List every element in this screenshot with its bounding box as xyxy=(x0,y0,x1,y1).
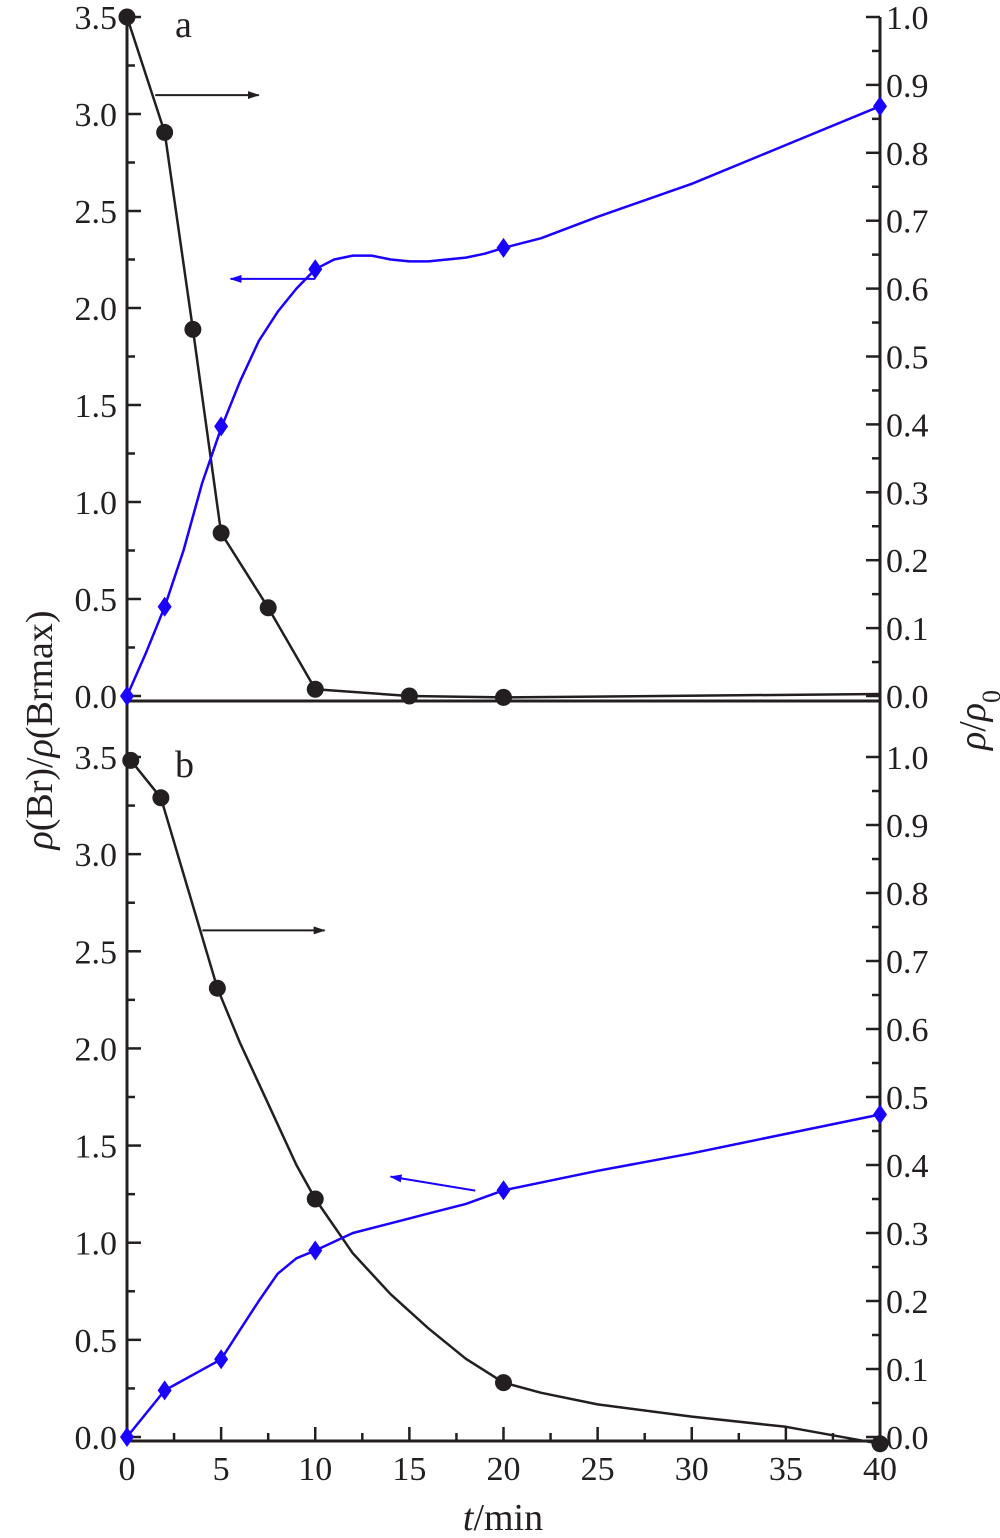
right-y-tick-label: 0.6 xyxy=(886,272,929,309)
series-line-circle xyxy=(129,759,881,1446)
data-point-diamond xyxy=(496,237,511,258)
x-tick-label: 35 xyxy=(769,1451,803,1488)
data-point-circle xyxy=(122,751,140,769)
x-axis-title: t/min xyxy=(463,1497,543,1538)
data-point-circle xyxy=(871,1435,889,1453)
left-y-tick-label: 2.0 xyxy=(75,1031,118,1068)
right-y-tick-label: 0.7 xyxy=(886,944,929,981)
left-y-tick-label: 3.0 xyxy=(75,97,118,134)
right-ylabel-rho: ρ xyxy=(952,732,994,751)
data-point-diamond xyxy=(157,596,172,617)
right-y-tick-label: 0.8 xyxy=(886,136,929,173)
series-line-diamond xyxy=(125,105,881,697)
series-line-circle xyxy=(125,16,881,699)
left-y-tick-label: 1.0 xyxy=(75,1226,118,1263)
left-y-tick-label: 3.5 xyxy=(75,740,118,777)
data-point-circle xyxy=(259,599,277,617)
left-y-tick-label: 0.5 xyxy=(75,1323,118,1360)
data-point-diamond xyxy=(157,1380,172,1401)
xlabel-t: t xyxy=(463,1497,475,1538)
panels: 0.0 0.5 1.0 1.5 2.0 2.5 3.0 3.5 0.0 0.1 0.2 0.3 0.4 0… xyxy=(75,0,929,1488)
right-y-tick-label: 1.0 xyxy=(886,0,929,37)
right-y-tick-label: 0.2 xyxy=(886,1284,929,1321)
data-point-circle xyxy=(495,1374,512,1392)
left-y-tick-label: 1.5 xyxy=(75,388,118,425)
right-y-tick-label: 0.8 xyxy=(886,876,929,913)
left-ylabel-rho1: ρ xyxy=(19,831,61,850)
x-tick-label: 5 xyxy=(213,1451,230,1488)
left-y-tick-label: 1.0 xyxy=(75,485,118,522)
left-y-tick-label: 2.0 xyxy=(75,291,118,328)
panel-a: 0.0 0.5 1.0 1.5 2.0 2.5 3.0 3.5 0.0 0.1 0.2 0.3 0.4 0… xyxy=(75,0,929,716)
left-y-tick-label: 3.5 xyxy=(75,0,118,37)
right-y-tick-label: 0.9 xyxy=(886,808,929,845)
x-tick-label: 40 xyxy=(863,1451,897,1488)
data-point-diamond xyxy=(873,1104,887,1125)
right-y-tick-label: 0.1 xyxy=(886,1352,929,1389)
right-y-tick-label: 0.0 xyxy=(886,679,929,716)
right-ylabel-sub: 0 xyxy=(977,690,1000,703)
data-point-circle xyxy=(156,123,174,141)
left-ylabel-brmax: (Brmax) xyxy=(19,610,61,739)
left-y-tick-label: 3.0 xyxy=(75,837,118,874)
data-point-circle xyxy=(208,979,226,997)
panel-label-a: a xyxy=(175,4,192,46)
x-tick-label: 30 xyxy=(675,1451,709,1488)
data-point-diamond xyxy=(214,416,229,437)
data-point-diamond xyxy=(120,686,134,706)
left-ylabel-rho2: ρ xyxy=(19,739,61,758)
right-y-tick-label: 0.4 xyxy=(886,1148,929,1185)
xlabel-min: /min xyxy=(473,1497,543,1538)
data-point-diamond xyxy=(496,1180,511,1201)
right-y-tick-label: 0.3 xyxy=(886,1216,929,1253)
left-ylabel-br: (Br)/ xyxy=(19,757,61,831)
left-y-tick-label: 0.5 xyxy=(75,582,118,619)
right-y-tick-label: 1.0 xyxy=(886,740,929,777)
data-point-circle xyxy=(400,687,418,705)
arrow-annotation-left xyxy=(389,1174,476,1192)
data-point-circle xyxy=(306,1190,324,1208)
x-tick-label: 0 xyxy=(119,1451,136,1488)
series-line-diamond xyxy=(126,1113,881,1438)
right-y-tick-label: 0.3 xyxy=(886,475,929,512)
left-y-tick-label: 1.5 xyxy=(75,1129,118,1166)
right-y-tick-label: 0.5 xyxy=(886,340,929,377)
data-point-diamond xyxy=(308,259,323,280)
right-y-tick-label: 0.2 xyxy=(886,543,929,580)
left-y-tick-label: 2.5 xyxy=(75,194,118,231)
data-point-circle xyxy=(306,680,324,698)
right-y-tick-label: 0.7 xyxy=(886,204,929,241)
panel-b: 0.0 0.5 1.0 1.5 2.0 2.5 3.0 3.5 0.0 0.1 0.2 0.3 0.4 0… xyxy=(75,740,929,1488)
x-tick-label: 10 xyxy=(298,1451,332,1488)
right-y-tick-label: 0.4 xyxy=(886,407,929,444)
x-tick-label: 15 xyxy=(392,1451,426,1488)
data-point-diamond xyxy=(120,1427,134,1447)
left-y-tick-label: 2.5 xyxy=(75,934,118,971)
right-ylabel-slash: / xyxy=(952,721,994,732)
data-point-diamond xyxy=(308,1240,323,1261)
right-ylabel-rho0: ρ xyxy=(952,703,994,722)
right-y-tick-label: 0.1 xyxy=(886,611,929,648)
left-y-axis-title: ρ(Br)/ρ(Brmax) xyxy=(19,610,61,850)
data-point-circle xyxy=(495,688,512,706)
panel-label-b: b xyxy=(175,744,194,786)
x-tick-label: 20 xyxy=(487,1451,521,1488)
right-y-tick-label: 0.0 xyxy=(886,1420,929,1457)
right-y-tick-label: 0.6 xyxy=(886,1012,929,1049)
right-y-tick-label: 0.9 xyxy=(886,68,929,105)
data-point-diamond xyxy=(214,1349,229,1370)
data-point-circle xyxy=(118,8,136,26)
data-point-circle xyxy=(152,789,170,807)
data-point-circle xyxy=(212,524,230,542)
data-point-circle xyxy=(184,320,202,338)
left-y-tick-label: 0.0 xyxy=(75,1420,118,1457)
right-y-tick-label: 0.5 xyxy=(886,1080,929,1117)
x-tick-label: 25 xyxy=(581,1451,615,1488)
right-y-axis-title: ρ/ρ0 xyxy=(952,690,1000,751)
left-y-tick-label: 0.0 xyxy=(75,679,118,716)
data-point-diamond xyxy=(873,96,887,117)
